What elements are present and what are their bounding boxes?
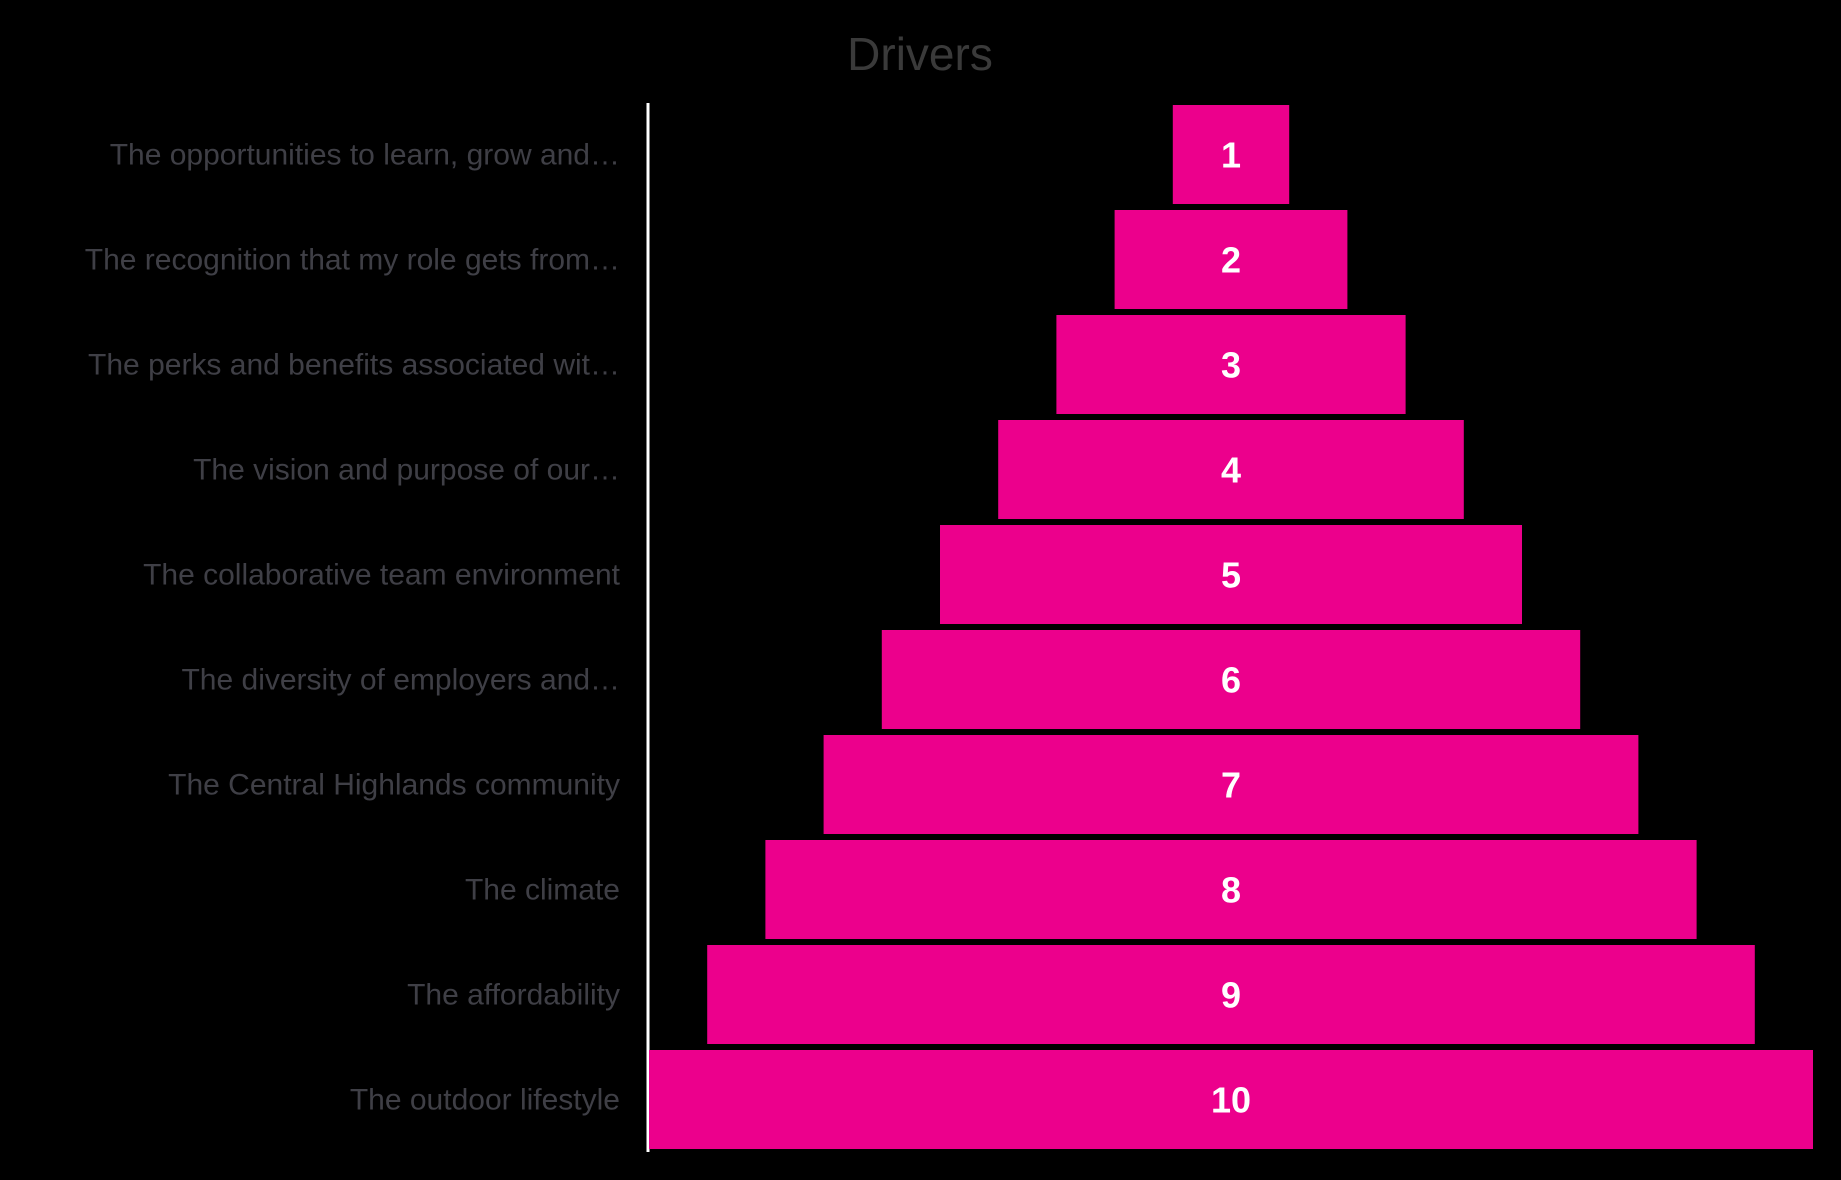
category-label: The perks and benefits associated wit…	[88, 349, 620, 382]
category-label: The affordability	[407, 979, 620, 1012]
pyramid-bar	[881, 630, 1581, 729]
pyramid-bar	[765, 840, 1697, 939]
pyramid-bar	[823, 735, 1639, 834]
pyramid-bar	[1172, 105, 1290, 204]
bar-data-label: 7	[1221, 765, 1241, 806]
bar-data-label: 2	[1221, 240, 1241, 281]
category-label: The vision and purpose of our…	[193, 454, 620, 487]
category-label: The opportunities to learn, grow and…	[110, 139, 620, 172]
category-label: The climate	[465, 874, 620, 907]
pyramid-bar	[1114, 210, 1348, 309]
pyramid-bar	[998, 420, 1464, 519]
bar-data-label: 8	[1221, 870, 1241, 911]
bars-group: 1 2 3 4 5 6 7 8 9 10	[649, 105, 1813, 1149]
bar-data-label: 1	[1221, 135, 1241, 176]
bar-data-label: 3	[1221, 345, 1241, 386]
category-label: The Central Highlands community	[168, 769, 620, 802]
category-label: The collaborative team environment	[143, 559, 621, 592]
pyramid-bar	[940, 525, 1522, 624]
bar-data-label: 9	[1221, 975, 1241, 1016]
category-label: The outdoor lifestyle	[350, 1084, 620, 1117]
bar-data-label: 6	[1221, 660, 1241, 701]
bar-data-label: 4	[1221, 450, 1241, 491]
pyramid-bar	[1056, 315, 1406, 414]
bar-data-label: 10	[1211, 1080, 1251, 1121]
bar-data-label: 5	[1221, 555, 1241, 596]
category-label: The recognition that my role gets from…	[85, 244, 620, 277]
pyramid-bar	[649, 1050, 1813, 1149]
category-label: The diversity of employers and…	[181, 664, 620, 697]
category-labels-group: The opportunities to learn, grow and… The…	[85, 139, 621, 1117]
pyramid-bar	[707, 945, 1755, 1044]
chart-title: Drivers	[847, 28, 993, 80]
